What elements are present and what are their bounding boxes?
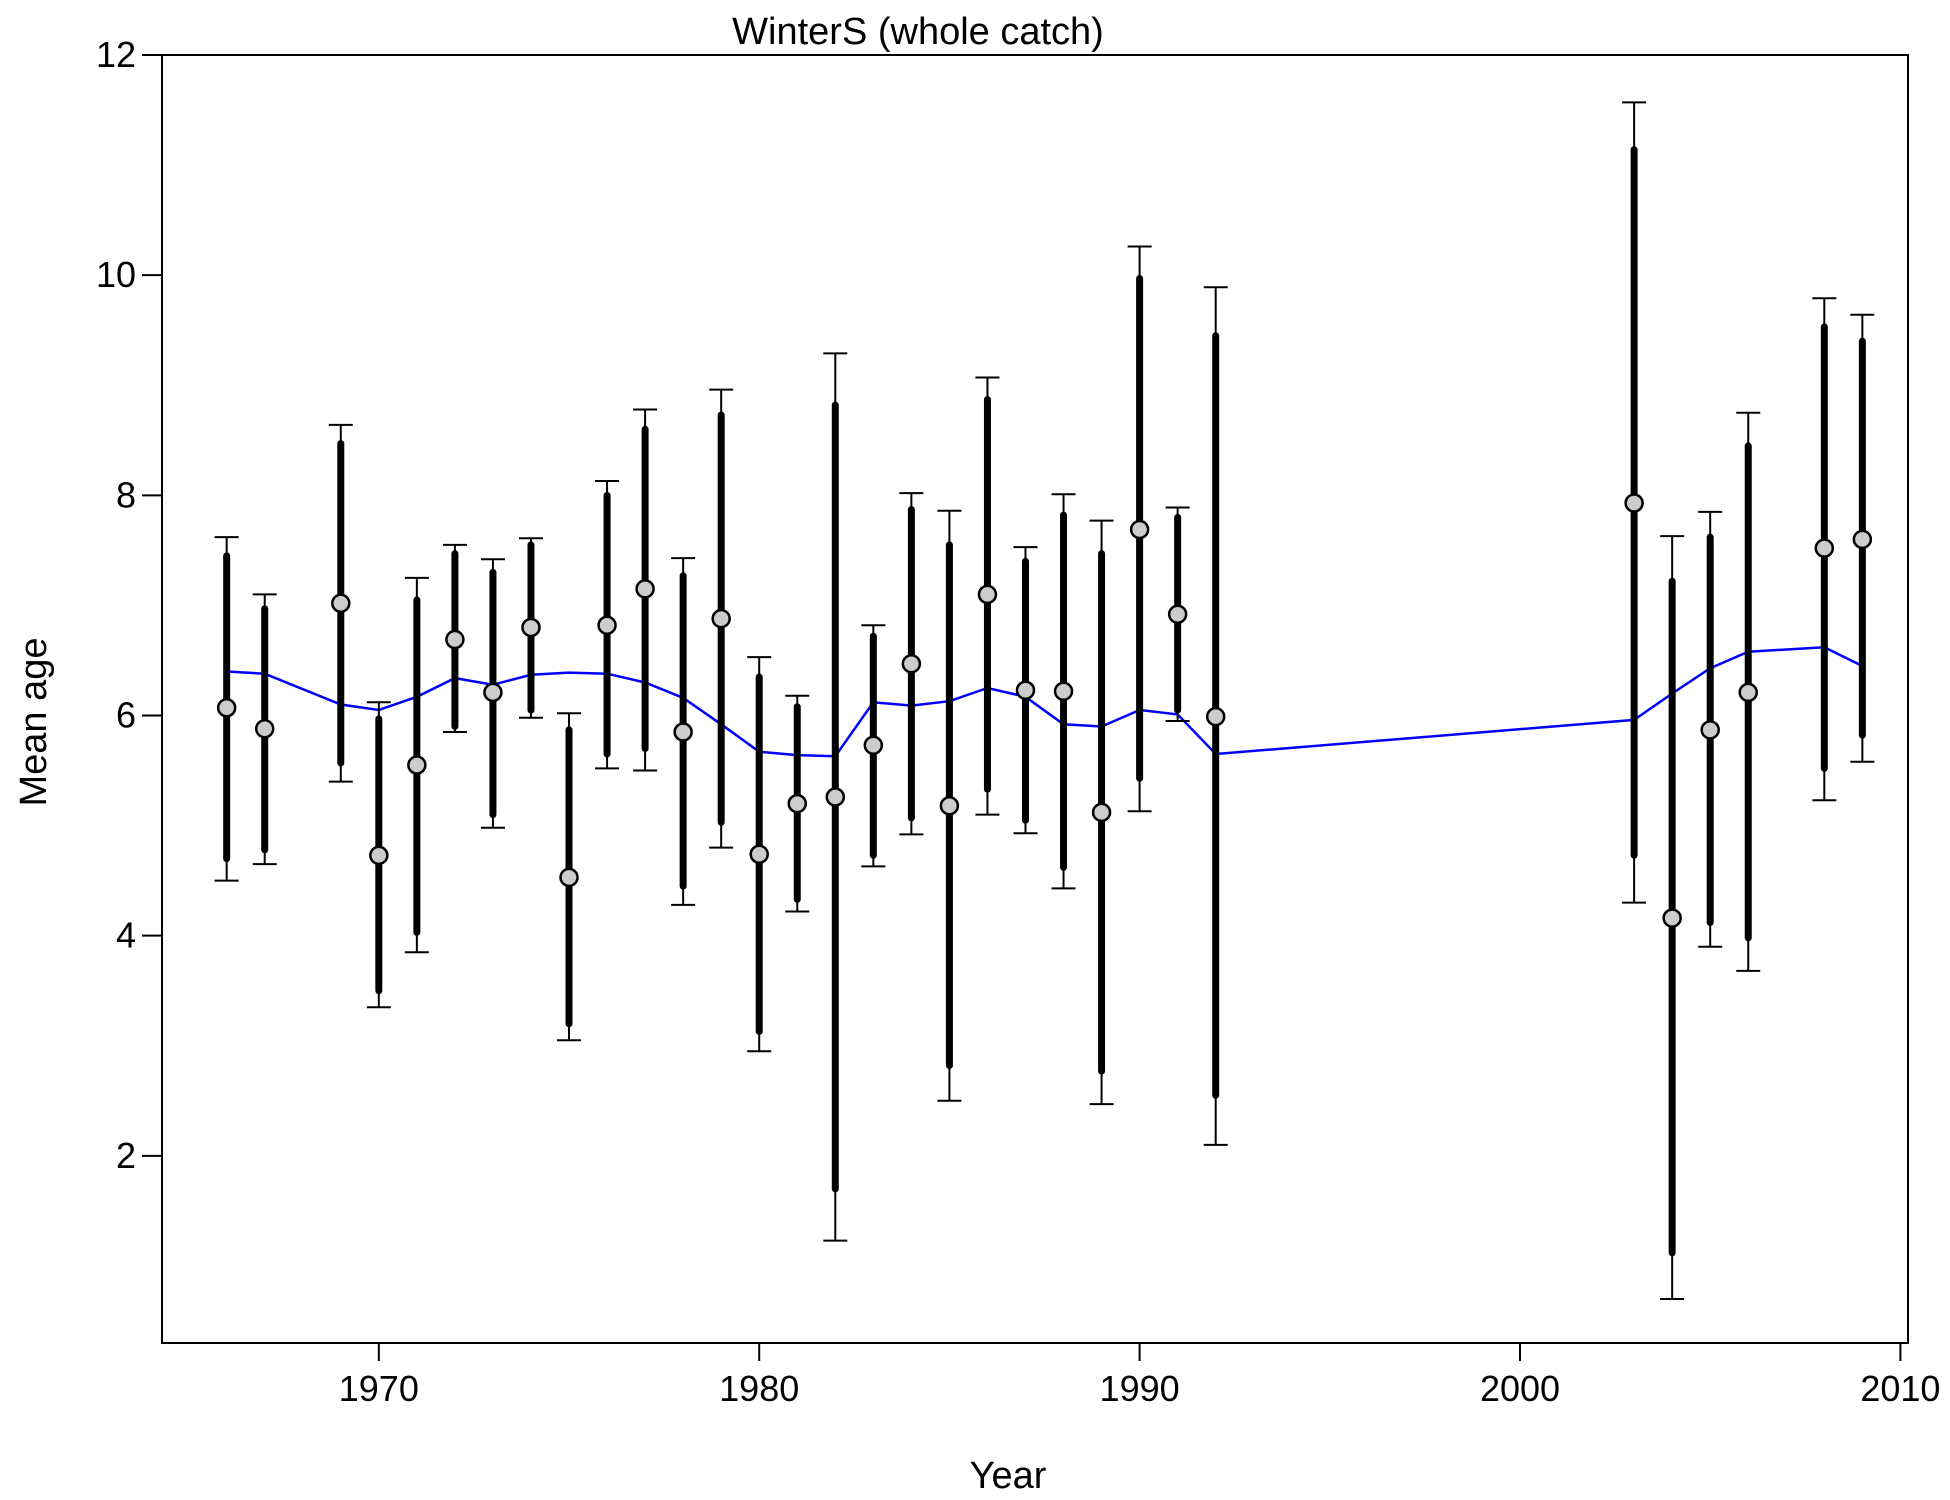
x-tick-label: 1970 — [339, 1368, 419, 1409]
data-point — [825, 787, 846, 807]
error-bars — [214, 101, 1875, 1300]
y-tick-label: 2 — [116, 1135, 136, 1176]
data-point — [254, 718, 275, 739]
data-point — [1167, 604, 1188, 624]
chart-title: WinterS (whole catch) — [732, 11, 1104, 53]
y-axis-title: Mean age — [13, 637, 55, 806]
data-point — [1852, 529, 1873, 550]
x-tick-label: 1980 — [719, 1368, 799, 1409]
smooth-trend-line — [226, 646, 1863, 758]
data-point — [1053, 681, 1074, 702]
data-point — [863, 735, 884, 755]
x-tick-label: 1990 — [1100, 1368, 1180, 1409]
data-point — [901, 654, 922, 674]
x-tick-label: 2010 — [1860, 1368, 1940, 1409]
data-point — [1738, 682, 1758, 703]
x-tick-label: 2000 — [1480, 1368, 1560, 1409]
smoothed-trend — [226, 646, 1863, 758]
y-tick-label: 6 — [116, 695, 136, 736]
data-point — [407, 755, 427, 775]
data-point — [1624, 493, 1644, 513]
data-point — [445, 629, 465, 650]
data-point — [1205, 706, 1226, 727]
data-point — [1091, 802, 1112, 823]
data-point — [1700, 720, 1720, 740]
data-point — [1015, 680, 1036, 700]
data-point — [673, 722, 693, 742]
data-point — [331, 593, 351, 613]
data-point — [1662, 908, 1682, 928]
y-axis: 2 4 6 8 10 12 — [96, 34, 162, 1176]
x-axis-title: Year — [970, 1455, 1047, 1497]
data-point — [216, 698, 237, 718]
data-point — [939, 796, 960, 816]
plot-frame — [161, 54, 1909, 1344]
data-point — [483, 682, 503, 703]
data-points — [216, 493, 1873, 928]
y-tick-label: 8 — [116, 474, 136, 515]
data-point — [1129, 519, 1150, 540]
data-point — [597, 615, 617, 635]
data-point — [521, 617, 541, 638]
data-point — [1814, 538, 1835, 558]
data-point — [711, 608, 731, 629]
y-tick-label: 4 — [116, 915, 136, 956]
data-point — [635, 579, 655, 599]
y-tick-label: 10 — [96, 254, 136, 295]
data-point — [787, 793, 808, 814]
data-point — [559, 867, 579, 888]
data-point — [369, 845, 389, 866]
data-point — [977, 584, 998, 605]
data-point — [749, 844, 769, 864]
y-tick-label: 12 — [96, 34, 136, 75]
x-axis: 1970 1980 1990 2000 2010 — [339, 1343, 1940, 1409]
